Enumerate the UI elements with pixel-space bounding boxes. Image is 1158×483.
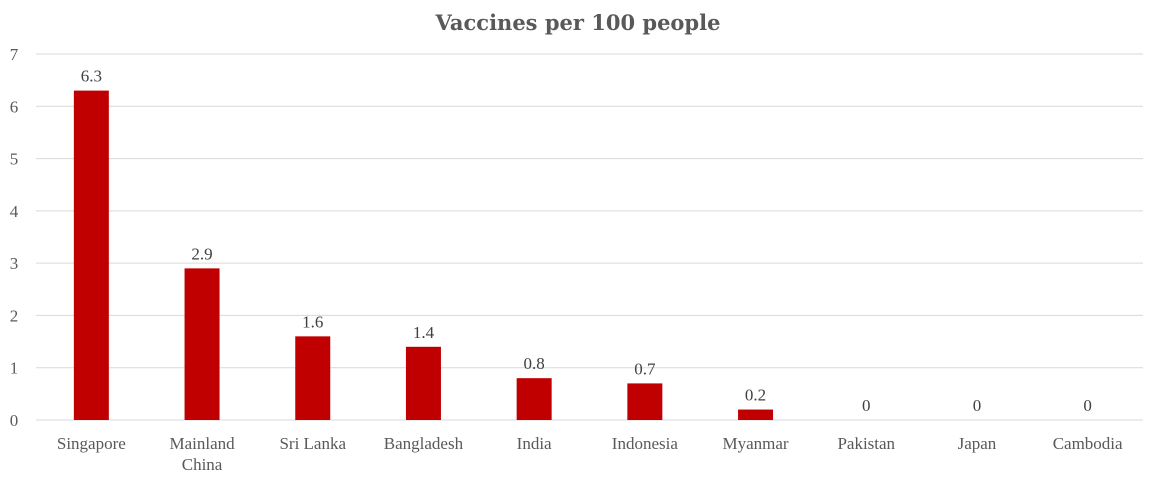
data-label: 6.3 <box>81 67 102 86</box>
x-category-label: Sri Lanka <box>279 434 346 453</box>
data-label: 0 <box>862 396 871 415</box>
x-category-label: Myanmar <box>723 434 789 453</box>
bar <box>73 90 109 420</box>
y-tick-label: 4 <box>10 202 19 221</box>
bar <box>627 383 663 420</box>
x-category-label: Bangladesh <box>384 434 464 453</box>
bar <box>295 336 331 420</box>
bars <box>73 90 774 420</box>
bar <box>184 268 220 420</box>
x-category-label: Indonesia <box>612 434 679 453</box>
gridlines <box>36 53 1143 421</box>
x-axis-categories: Singapore Mainland China Sri Lanka Banglades… <box>57 434 1123 474</box>
y-tick-label: 5 <box>10 150 19 169</box>
data-label: 0.2 <box>745 386 766 405</box>
x-category-label: India <box>517 434 552 453</box>
chart-title: Vaccines per 100 people <box>435 10 721 35</box>
y-tick-label: 1 <box>10 359 19 378</box>
data-label: 1.6 <box>302 312 323 331</box>
y-tick-label: 2 <box>10 306 19 325</box>
bar <box>516 378 552 420</box>
y-tick-label: 3 <box>10 254 19 273</box>
y-tick-label: 0 <box>10 411 19 430</box>
bar <box>405 346 441 420</box>
x-category-label: Mainland China <box>169 434 235 474</box>
data-label: 0 <box>1083 396 1092 415</box>
x-category-label: Pakistan <box>837 434 895 453</box>
data-label: 0 <box>973 396 982 415</box>
x-category-label: Japan <box>958 434 997 453</box>
x-category-label: Cambodia <box>1053 434 1123 453</box>
data-label: 2.9 <box>191 244 212 263</box>
data-label: 1.4 <box>413 323 435 342</box>
bar <box>738 409 774 420</box>
y-tick-label: 7 <box>10 45 19 64</box>
data-label: 0.7 <box>634 359 656 378</box>
x-category-label: Singapore <box>57 434 126 453</box>
data-label: 0.8 <box>524 354 545 373</box>
y-tick-label: 6 <box>10 97 19 116</box>
y-axis-ticks: 0 1 2 3 4 5 6 7 <box>10 45 19 430</box>
data-labels: 6.3 2.9 1.6 1.4 0.8 0.7 0.2 0 0 0 <box>81 67 1092 415</box>
